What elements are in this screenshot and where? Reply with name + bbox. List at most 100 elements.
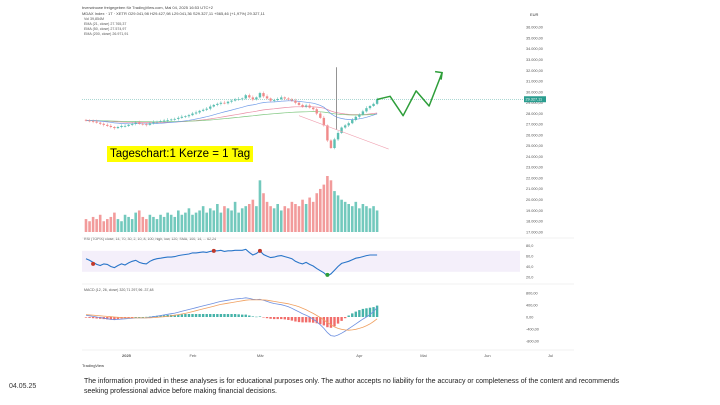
macd-histogram-bar xyxy=(205,314,208,317)
macd-histogram-bar xyxy=(283,317,286,320)
candle xyxy=(312,107,315,110)
x-tick-label: Jun xyxy=(484,353,490,358)
legend-ema-50: EMA (50, close) 27.574,97 xyxy=(84,27,127,31)
volume-bar xyxy=(233,201,237,232)
volume-bar xyxy=(294,204,297,232)
candle xyxy=(84,119,88,121)
candle xyxy=(276,99,279,101)
candle xyxy=(329,140,333,148)
macd-histogram-bar xyxy=(315,317,318,324)
volume-bar xyxy=(116,219,120,232)
volume-bar xyxy=(127,216,130,232)
candle xyxy=(262,93,265,97)
volume-bar xyxy=(308,197,311,232)
disclaimer-text: The information provided in these analys… xyxy=(84,378,620,395)
last-price-badge xyxy=(524,96,546,103)
price-tick-label: 20.000,00 xyxy=(526,198,543,202)
macd-tick-label: 0,00 xyxy=(526,315,533,319)
price-tick-label: 22.000,00 xyxy=(526,176,543,180)
macd-histogram-bar xyxy=(251,316,255,317)
volume-bar xyxy=(177,210,180,232)
volume-bar xyxy=(279,210,283,232)
volume-bar xyxy=(159,214,162,232)
volume-bar xyxy=(262,193,265,232)
volume-bar xyxy=(244,206,248,232)
candle xyxy=(216,103,219,105)
price-tick-label: 32.000,00 xyxy=(526,69,543,73)
volume-bar xyxy=(258,180,262,232)
volume-bar xyxy=(269,206,272,232)
candle xyxy=(237,99,240,100)
volume-bar xyxy=(265,201,269,232)
forecast-arrowhead xyxy=(434,70,443,80)
macd-histogram-bar xyxy=(177,314,180,317)
volume-bar xyxy=(91,216,95,232)
candle xyxy=(248,95,251,98)
macd-legend: MACD (12, 26, close) 320,71 297,96 -37,4… xyxy=(84,288,154,292)
macd-histogram-bar xyxy=(88,317,91,318)
volume-bar xyxy=(237,212,240,232)
macd-histogram-bar xyxy=(368,307,372,317)
candle xyxy=(191,113,194,116)
macd-histogram-bar xyxy=(134,317,137,318)
macd-histogram-bar xyxy=(226,314,230,317)
candle xyxy=(347,123,350,126)
candle xyxy=(304,105,308,107)
candle xyxy=(219,102,223,104)
volume-bar xyxy=(173,216,177,232)
macd-tick-label: 800,00 xyxy=(526,291,538,295)
volume-bar xyxy=(230,210,233,232)
candle xyxy=(91,121,95,122)
legend-ema-21: EMA (21, close) 27.765,37 xyxy=(84,22,127,26)
candle xyxy=(173,118,176,120)
candle xyxy=(294,100,297,103)
volume-bar xyxy=(145,219,148,232)
volume-bar xyxy=(216,204,219,232)
macd-histogram-bar xyxy=(269,317,272,319)
macd-histogram-bar xyxy=(347,315,350,317)
macd-histogram-bar xyxy=(159,315,162,317)
legend-ema-200: EMA (200, close) 26.971,91 xyxy=(84,32,129,36)
macd-histogram-bar xyxy=(148,316,152,318)
volume-bar xyxy=(322,184,326,232)
volume-bar xyxy=(361,204,365,232)
volume-bar xyxy=(354,201,358,232)
volume-bar xyxy=(180,214,184,232)
price-tick-label: 17.000,00 xyxy=(526,230,543,234)
macd-histogram-bar xyxy=(106,317,109,320)
candle xyxy=(233,99,237,101)
macd-histogram-bar xyxy=(262,317,265,318)
macd-histogram-bar xyxy=(180,314,184,317)
candle xyxy=(226,101,230,104)
macd-histogram-bar xyxy=(212,314,215,317)
x-tick-label: 2025 xyxy=(122,353,132,358)
candle xyxy=(365,108,368,112)
ema-200-line xyxy=(86,111,378,123)
rsi-signal-marker xyxy=(257,248,262,253)
last-price-label: 29.327,11 xyxy=(526,98,543,102)
candle xyxy=(180,116,184,118)
candle xyxy=(113,127,116,129)
volume-bar xyxy=(106,219,109,232)
candle xyxy=(368,106,372,109)
price-tick-label: 36.000,00 xyxy=(526,26,543,30)
volume-bar xyxy=(148,214,152,232)
candle xyxy=(230,100,233,102)
volume-bar xyxy=(201,206,205,232)
macd-histogram-bar xyxy=(276,317,279,320)
volume-bar xyxy=(301,199,304,232)
macd-histogram-bar xyxy=(187,314,191,317)
macd-histogram-bar xyxy=(223,314,226,317)
rsi-legend: RSI (TOPIX) close, 14, 70, 30, 2, 10, 8,… xyxy=(84,237,217,241)
macd-histogram-bar xyxy=(336,317,340,324)
macd-histogram-bar xyxy=(301,317,304,323)
macd-histogram-bar xyxy=(109,317,113,320)
candle xyxy=(209,106,212,109)
rsi-tick-label: 60,0 xyxy=(526,254,533,258)
x-tick-label: Jul xyxy=(548,353,553,358)
candle xyxy=(106,124,109,126)
macd-histogram-bar xyxy=(219,314,223,317)
candle xyxy=(194,112,198,114)
volume-bar xyxy=(123,214,127,232)
